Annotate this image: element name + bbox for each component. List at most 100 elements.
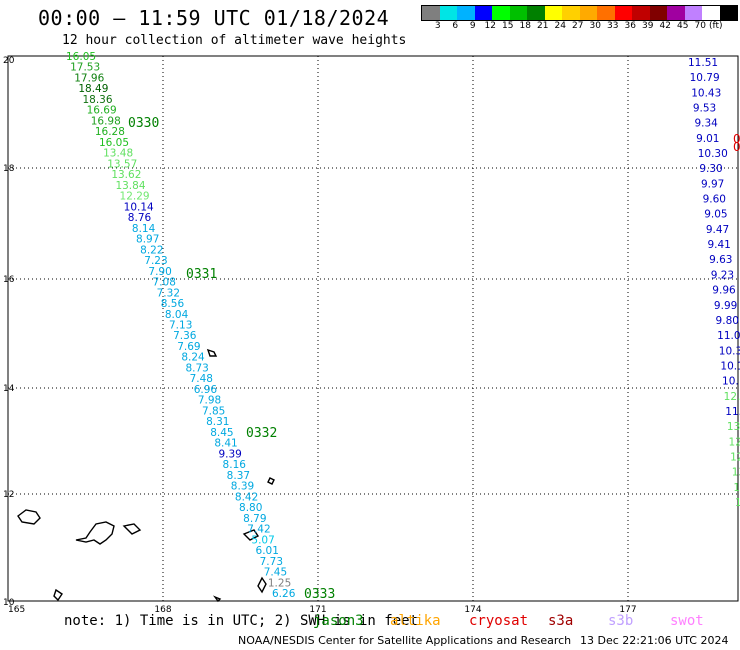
- track-value-label: 13: [733, 482, 740, 494]
- track-value-label: 8.80: [239, 502, 262, 514]
- track-value-label: 9.01: [696, 133, 719, 145]
- legend-swatch: [439, 6, 457, 20]
- legend-swatch: [667, 6, 685, 20]
- track-value-label: 0: [733, 132, 740, 146]
- legend-label: 6: [452, 21, 459, 31]
- track-value-label: 7.23: [144, 255, 167, 267]
- legend-label: 45: [677, 21, 689, 31]
- track-value-label: 13.62: [111, 169, 141, 181]
- track-value-label: 9.41: [707, 239, 730, 251]
- track-value-label: 8.14: [132, 223, 156, 235]
- lat-tick-label: 16: [3, 275, 15, 285]
- island-outline: [17, 509, 41, 525]
- track-value-label: 9.60: [703, 194, 726, 206]
- legend-swatch: [474, 6, 492, 20]
- track-value-label: 10.43: [691, 87, 721, 99]
- map-subtitle: 12 hour collection of altimeter wave hei…: [62, 33, 407, 48]
- legend-swatch: [649, 6, 667, 20]
- track-value-label: 18.36: [82, 94, 112, 106]
- track-value-label: 18.49: [78, 83, 108, 95]
- lat-tick-label: 14: [3, 384, 15, 394]
- footer-timestamp: 13 Dec 22:21:06 UTC 2024: [580, 634, 729, 647]
- footer-credit: NOAA/NESDIS Center for Satellite Applica…: [238, 634, 572, 647]
- track-value-label: 10.: [722, 376, 739, 388]
- track-value-label: 9.53: [693, 103, 716, 115]
- island-outline: [257, 576, 267, 594]
- legend-swatch: [562, 6, 580, 20]
- color-legend-labels: 3 6 9 12 15 18 21 24 27 30 33 36 39 42 45 70: [421, 21, 709, 31]
- island-outline: [212, 595, 222, 603]
- track-value-label: 17.96: [74, 72, 104, 84]
- island-outline: [267, 477, 275, 485]
- legend-label: 36: [624, 21, 636, 31]
- note-text: note: 1) Time is in UTC; 2) SWH is in fe…: [64, 613, 419, 629]
- track-value-label: 12: [730, 451, 740, 463]
- pass-time-label: 0330: [128, 116, 159, 131]
- track-value-label: 13.84: [115, 180, 145, 192]
- track-value-label: 8.76: [128, 212, 152, 224]
- map-title: 00:00 – 11:59 UTC 01/18/2024: [38, 6, 390, 30]
- track-value-label: 7.13: [169, 320, 192, 332]
- track-value-label: 10.30: [719, 345, 740, 357]
- legend-label: 27: [572, 21, 584, 31]
- track-value-label: 8.39: [231, 481, 254, 493]
- track-value-label: 8.79: [243, 513, 266, 525]
- map-frame: [7, 55, 739, 602]
- track-value-label: 7.85: [202, 405, 225, 417]
- track-value-label: 7.48: [190, 373, 213, 385]
- track-value-label: 8.04: [165, 309, 189, 321]
- lon-tick-label: 171: [309, 605, 326, 615]
- track-value-label: 13: [732, 467, 740, 479]
- track-value-label: 12.29: [120, 191, 150, 203]
- track-value-label: 8.45: [210, 427, 233, 439]
- track-value-label: 11.08: [717, 330, 740, 342]
- track-value-label: 10.1: [720, 360, 740, 372]
- track-value-label: 1.: [735, 497, 740, 509]
- lat-tick-label: 18: [3, 164, 15, 174]
- track-value-label: 8.73: [185, 362, 208, 374]
- track-value-label: 10.30: [698, 148, 728, 160]
- track-value-label: 16.05: [66, 51, 96, 63]
- satellite-legend-jason3: jason3: [313, 613, 364, 629]
- legend-swatch: [702, 6, 720, 20]
- track-value-label: 5.07: [251, 534, 274, 546]
- track-value-label: 9.39: [218, 448, 241, 460]
- track-value-label: 10.79: [690, 72, 720, 84]
- track-value-label: 10.14: [124, 201, 154, 213]
- legend-swatch: [457, 6, 475, 20]
- legend-label: 18: [519, 21, 531, 31]
- track-value-label: 16.28: [95, 126, 125, 138]
- lon-tick-label: 165: [8, 605, 25, 615]
- track-value-label: 7.45: [264, 567, 287, 579]
- track-value-label: 9.97: [701, 178, 724, 190]
- legend-label: 21: [537, 21, 549, 31]
- track-value-label: 1.25: [268, 577, 291, 589]
- lat-tick-label: 12: [3, 490, 14, 500]
- track-value-label: 9.80: [716, 315, 739, 327]
- track-value-label: 8.56: [161, 298, 185, 310]
- legend-swatch: [509, 6, 527, 20]
- track-value-label: 12.: [724, 391, 740, 403]
- track-value-label: 7.36: [173, 330, 197, 342]
- color-legend: [421, 5, 738, 21]
- track-value-label: 13.: [727, 421, 740, 433]
- island-outline: [75, 521, 115, 545]
- island-outline: [206, 348, 218, 357]
- legend-label: 24: [554, 21, 566, 31]
- satellite-legend-swot: swot: [670, 613, 704, 629]
- track-value-label: 9.47: [706, 224, 729, 236]
- legend-label: 33: [607, 21, 619, 31]
- legend-swatch: [684, 6, 702, 20]
- track-value-label: 16.69: [87, 105, 117, 117]
- island-outline: [122, 523, 142, 535]
- legend-swatch: [527, 6, 545, 20]
- island-outline: [53, 588, 63, 602]
- legend-label: 30: [589, 21, 601, 31]
- track-value-label: 7.90: [148, 266, 171, 278]
- track-value-label: 13.57: [107, 158, 137, 170]
- track-value-label: 9.63: [709, 254, 732, 266]
- track-value-label: 9.30: [699, 163, 722, 175]
- legend-label: 12: [484, 21, 496, 31]
- track-value-label: 7.73: [260, 556, 283, 568]
- legend-label: 15: [502, 21, 514, 31]
